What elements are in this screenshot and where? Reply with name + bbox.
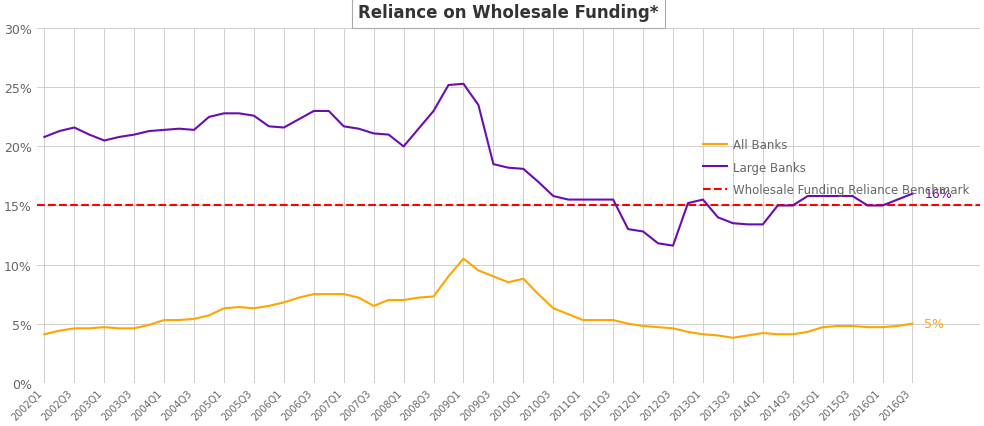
Text: 16%: 16% bbox=[924, 188, 953, 201]
Text: 5%: 5% bbox=[924, 317, 945, 330]
Title: Reliance on Wholesale Funding*: Reliance on Wholesale Funding* bbox=[358, 4, 658, 22]
Legend: All Banks, Large Banks, Wholesale Funding Reliance Benchmark: All Banks, Large Banks, Wholesale Fundin… bbox=[699, 134, 974, 201]
